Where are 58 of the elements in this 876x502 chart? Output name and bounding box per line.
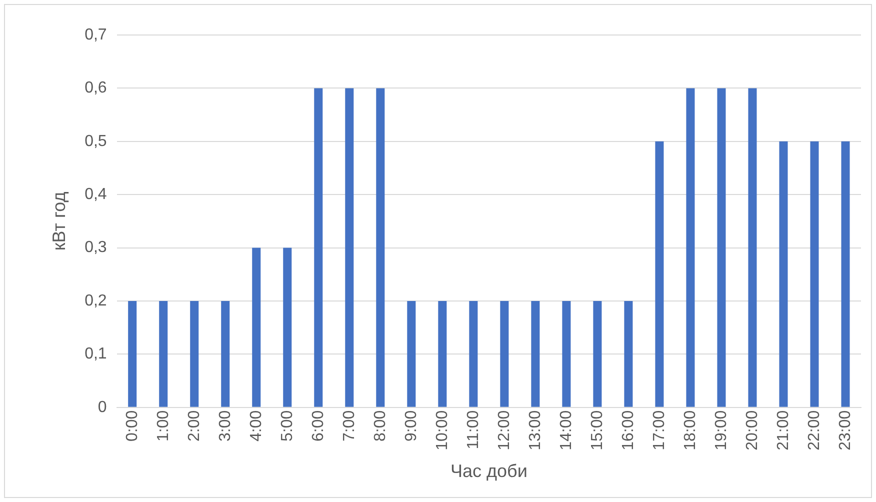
bar [345,88,354,407]
bar [438,300,447,407]
bar [500,300,509,407]
x-tick-label: 0:00 [124,410,141,442]
y-tick-label: 0,5 [84,132,107,150]
x-tick-label: 4:00 [248,410,265,442]
x-tick-label: 10:00 [434,410,451,450]
x-tick-label: 8:00 [372,410,389,442]
bar [407,300,416,407]
bar [376,88,385,407]
x-tick-label: 5:00 [278,410,296,442]
bar [779,141,788,407]
y-tick-label: 0,4 [84,186,107,203]
x-tick-label: 22:00 [806,410,823,450]
x-tick-label: 9:00 [402,410,420,442]
bar [252,248,261,407]
x-tick-label: 12:00 [496,410,513,450]
x-tick-label: 2:00 [186,410,203,442]
x-tick-label: 7:00 [340,410,358,442]
x-tick-label: 20:00 [744,410,761,450]
bar [314,88,323,407]
bar [593,300,602,407]
x-tick-label: 14:00 [558,410,575,450]
x-tick-label: 19:00 [712,410,730,450]
bar [841,141,850,407]
y-tick-label: 0,7 [84,26,107,44]
y-tick-label: 0 [98,398,107,416]
x-tick-label: 21:00 [774,410,792,450]
x-tick-label: 15:00 [588,410,606,450]
x-tick-label: 18:00 [682,410,699,450]
bar [190,300,199,407]
bar [159,300,168,407]
bar [748,88,757,407]
bar [810,141,819,407]
x-tick-label: 1:00 [154,410,172,442]
x-tick-label: 13:00 [526,410,544,450]
bar [469,300,478,407]
x-tick-label: 17:00 [650,410,668,450]
y-axis-title: кВт год [48,191,69,251]
y-tick-label: 0,2 [84,292,107,310]
x-tick-label: 23:00 [836,410,854,450]
bar [283,248,292,407]
bar [562,300,571,407]
y-tick-label: 0,3 [84,239,107,256]
bar [624,300,633,407]
x-tick-label: 3:00 [216,410,234,442]
x-tick-label: 11:00 [464,410,482,450]
bar [221,300,230,407]
bar [717,88,726,407]
bar [531,300,540,407]
y-tick-label: 0,6 [84,80,107,97]
bar [655,141,664,407]
x-tick-label: 16:00 [620,410,637,450]
bar [128,300,137,407]
x-axis-title: Час доби [450,461,528,482]
bar [686,88,695,407]
y-tick-label: 0,1 [84,346,107,363]
x-tick-label: 6:00 [310,410,327,442]
